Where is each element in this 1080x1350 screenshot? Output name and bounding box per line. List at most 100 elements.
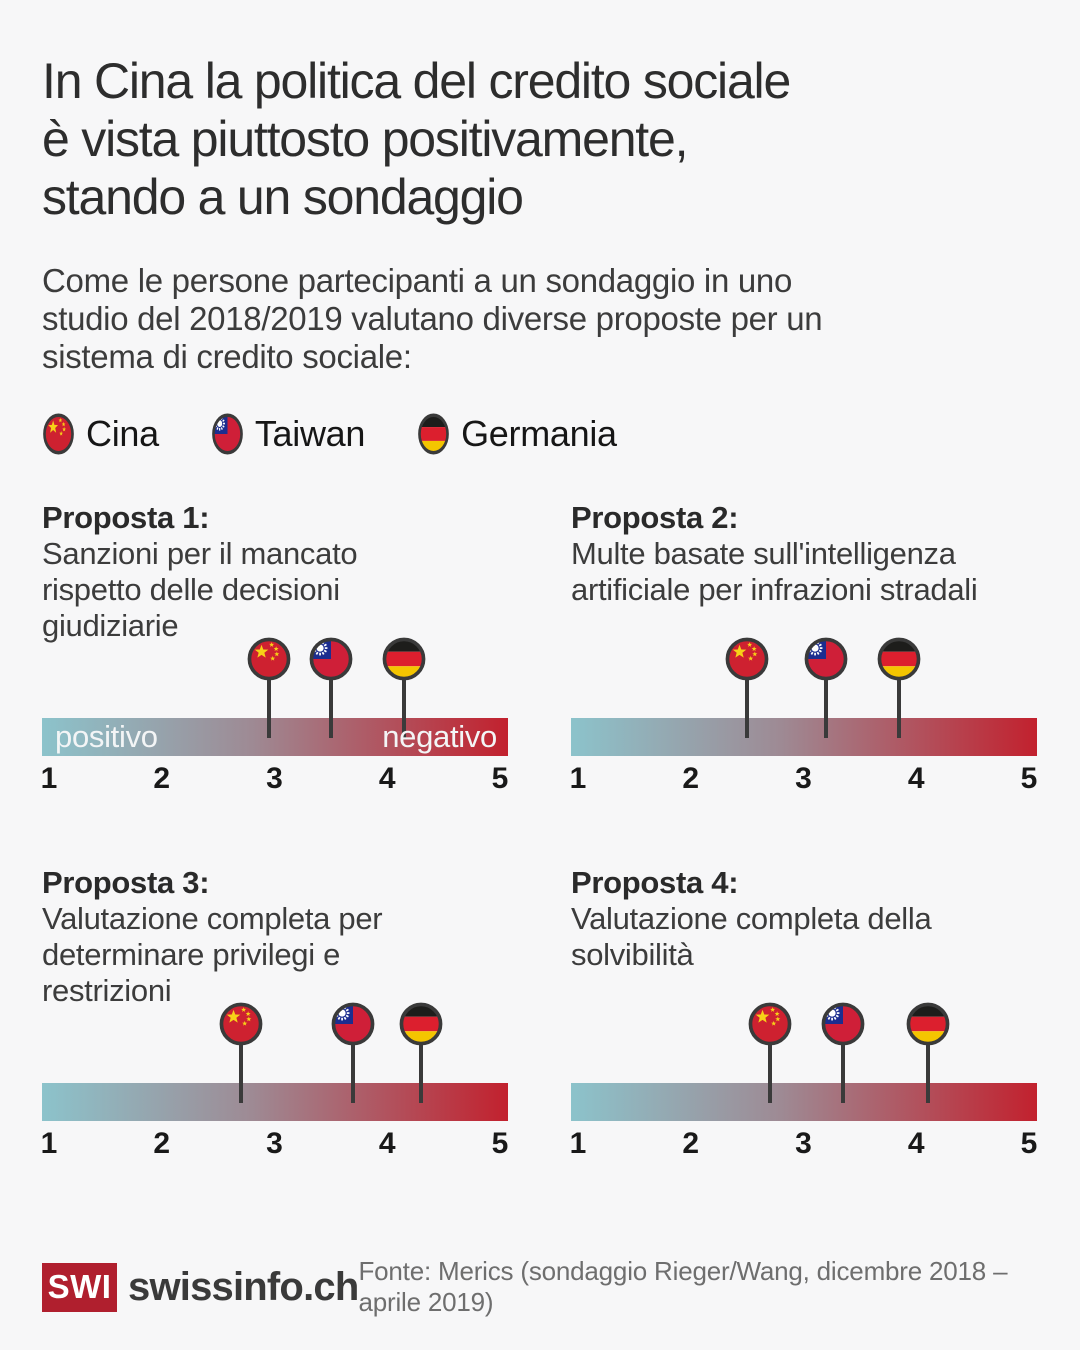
tick-label-2: 2 <box>153 762 171 795</box>
taiwan-flag-icon <box>804 637 848 681</box>
legend-item-china: Cina <box>42 412 159 456</box>
pin-taiwan <box>803 636 849 738</box>
proposal-description: Valutazione completa per determinare pri… <box>42 901 383 1008</box>
pin-stem <box>897 678 902 738</box>
pin-germany <box>398 1001 444 1103</box>
pin-taiwan <box>820 1001 866 1103</box>
scale-ticks: 1 2 3 4 5 <box>40 762 509 798</box>
china-flag-icon <box>748 1002 792 1046</box>
germany-flag-icon <box>906 1002 949 1046</box>
pin-china <box>747 1001 793 1103</box>
gradient-scale-bar <box>571 1083 1037 1121</box>
proposal-title: Proposta 4: <box>571 865 739 900</box>
scale-label-positive: positivo <box>55 719 158 754</box>
pin-stem <box>925 1043 930 1103</box>
pin-stem <box>402 678 407 738</box>
legend-label-germany: Germania <box>461 413 617 454</box>
tick-label-1: 1 <box>40 762 58 795</box>
tick-label-2: 2 <box>682 762 700 795</box>
pin-stem <box>351 1043 356 1103</box>
scale-ticks: 1 2 3 4 5 <box>569 1127 1038 1163</box>
legend-label-taiwan: Taiwan <box>254 413 366 454</box>
pin-stem <box>767 1043 772 1103</box>
tick-label-5: 5 <box>1020 1127 1038 1160</box>
proposal-description: Sanzioni per il mancato rispetto delle d… <box>42 536 358 643</box>
china-flag-icon <box>43 413 74 455</box>
tick-label-5: 5 <box>1020 762 1038 795</box>
proposals-grid: Proposta 1: Sanzioni per il mancato rispe… <box>40 499 1038 1164</box>
tick-label-1: 1 <box>569 1127 587 1160</box>
page-title: In Cina la politica del credito sociale … <box>42 53 791 225</box>
tick-label-4: 4 <box>378 762 396 795</box>
tick-label-3: 3 <box>266 762 283 795</box>
legend-label-china: Cina <box>86 413 159 454</box>
tick-label-5: 5 <box>491 1127 509 1160</box>
taiwan-flag-icon <box>211 413 243 455</box>
pin-germany <box>381 636 427 738</box>
pin-stem <box>238 1043 243 1103</box>
tick-label-2: 2 <box>682 1127 700 1160</box>
swissinfo-wordmark: swissinfo.ch <box>128 1264 359 1309</box>
pin-germany <box>876 636 922 738</box>
pin-stem <box>266 678 271 738</box>
tick-label-3: 3 <box>795 1127 812 1160</box>
tick-label-1: 1 <box>569 762 587 795</box>
gradient-scale-bar <box>571 718 1037 756</box>
gradient-scale-bar <box>42 718 508 756</box>
tick-label-3: 3 <box>266 1127 283 1160</box>
pin-stem <box>328 678 333 738</box>
pin-stem <box>745 678 750 738</box>
legend: Cina Taiwan Germania <box>42 412 1038 456</box>
proposal-description: Multe basate sull'intelligenza artificia… <box>571 536 978 607</box>
page-subtitle: Come le persone partecipanti a un sondag… <box>42 262 823 375</box>
proposal-description: Valutazione completa della solvibilità <box>571 901 932 972</box>
germany-flag-icon <box>382 637 426 681</box>
proposal-1: Proposta 1: Sanzioni per il mancato rispe… <box>40 499 509 799</box>
pin-stem <box>840 1043 845 1103</box>
tick-label-4: 4 <box>378 1127 396 1160</box>
pin-stem <box>419 1043 424 1103</box>
china-flag-icon <box>725 637 769 681</box>
china-flag-icon <box>219 1002 263 1046</box>
germany-flag-icon <box>399 1002 443 1046</box>
proposal-3: Proposta 3: Valutazione completa per dete… <box>40 864 509 1164</box>
pin-taiwan <box>308 636 354 738</box>
taiwan-flag-icon <box>309 637 353 681</box>
scale-ticks: 1 2 3 4 5 <box>569 762 1038 798</box>
rating-scale-chart: 1 2 3 4 5 <box>569 1001 1038 1164</box>
legend-item-germany: Germania <box>417 412 617 456</box>
pin-stem <box>824 678 829 738</box>
proposal-title: Proposta 3: <box>42 865 210 900</box>
tick-label-4: 4 <box>907 1127 925 1160</box>
proposal-title: Proposta 2: <box>571 500 739 535</box>
source-note: Fonte: Merics (sondaggio Rieger/Wang, di… <box>358 1256 1008 1317</box>
proposal-4: Proposta 4: Valutazione completa della so… <box>569 864 1038 1164</box>
pin-taiwan <box>330 1001 376 1103</box>
china-flag-icon <box>247 637 291 681</box>
pin-china <box>218 1001 264 1103</box>
legend-item-taiwan: Taiwan <box>211 412 365 456</box>
pin-germany <box>905 1001 951 1103</box>
proposal-title: Proposta 1: <box>42 500 210 535</box>
tick-label-4: 4 <box>907 762 925 795</box>
pin-china <box>246 636 292 738</box>
germany-flag-icon <box>418 413 449 455</box>
germany-flag-icon <box>877 637 921 681</box>
tick-label-5: 5 <box>491 762 509 795</box>
footer: SWI swissinfo.ch Fonte: Merics (sondaggi… <box>42 1256 1037 1318</box>
scale-ticks: 1 2 3 4 5 <box>40 1127 509 1163</box>
scale-label-negative: negativo <box>382 719 497 754</box>
rating-scale-chart: 1 2 3 4 5 <box>40 1001 509 1164</box>
rating-scale-chart: positivo negativo 1 2 3 4 5 <box>40 636 509 799</box>
gradient-scale-bar <box>42 1083 508 1121</box>
proposal-2: Proposta 2: Multe basate sull'intelligenz… <box>569 499 1038 799</box>
tick-label-1: 1 <box>40 1127 58 1160</box>
tick-label-2: 2 <box>153 1127 171 1160</box>
swi-logo: SWI <box>42 1262 117 1312</box>
rating-scale-chart: 1 2 3 4 5 <box>569 636 1038 799</box>
pin-china <box>724 636 770 738</box>
taiwan-flag-icon <box>821 1002 865 1046</box>
taiwan-flag-icon <box>332 1002 375 1046</box>
tick-label-3: 3 <box>795 762 812 795</box>
